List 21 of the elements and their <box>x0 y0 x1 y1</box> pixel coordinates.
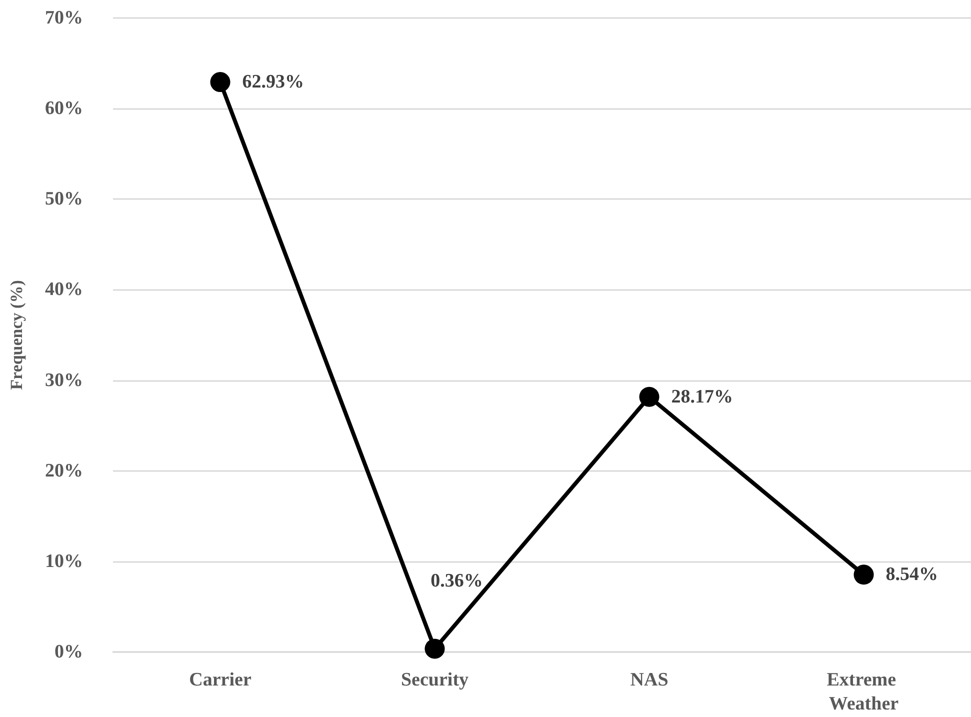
data-label: 62.93% <box>242 72 304 93</box>
x-tick-label: NAS <box>630 670 668 690</box>
y-tick-label: 40% <box>45 279 83 300</box>
data-label: 8.54% <box>886 564 938 586</box>
y-axis-title: Frequency (%) <box>7 280 26 390</box>
data-label: 0.36% <box>430 570 483 592</box>
y-tick-label: 0% <box>54 642 83 662</box>
x-tick-label: Security <box>400 670 470 690</box>
y-tick-label: 30% <box>45 370 83 391</box>
x-tick-label: Carrier <box>189 670 252 690</box>
point <box>854 564 874 585</box>
y-tick-label: 50% <box>45 188 83 210</box>
data-label: 28.17% <box>671 386 733 408</box>
point <box>639 386 660 407</box>
point <box>424 638 445 659</box>
y-tick-label: 60% <box>45 98 83 120</box>
x-tick-label: Extreme Weather <box>826 670 901 714</box>
point <box>210 72 230 92</box>
y-tick-label: 10% <box>45 550 83 572</box>
y-tick-label: 20% <box>45 460 83 482</box>
y-tick-label: 70% <box>45 8 83 28</box>
